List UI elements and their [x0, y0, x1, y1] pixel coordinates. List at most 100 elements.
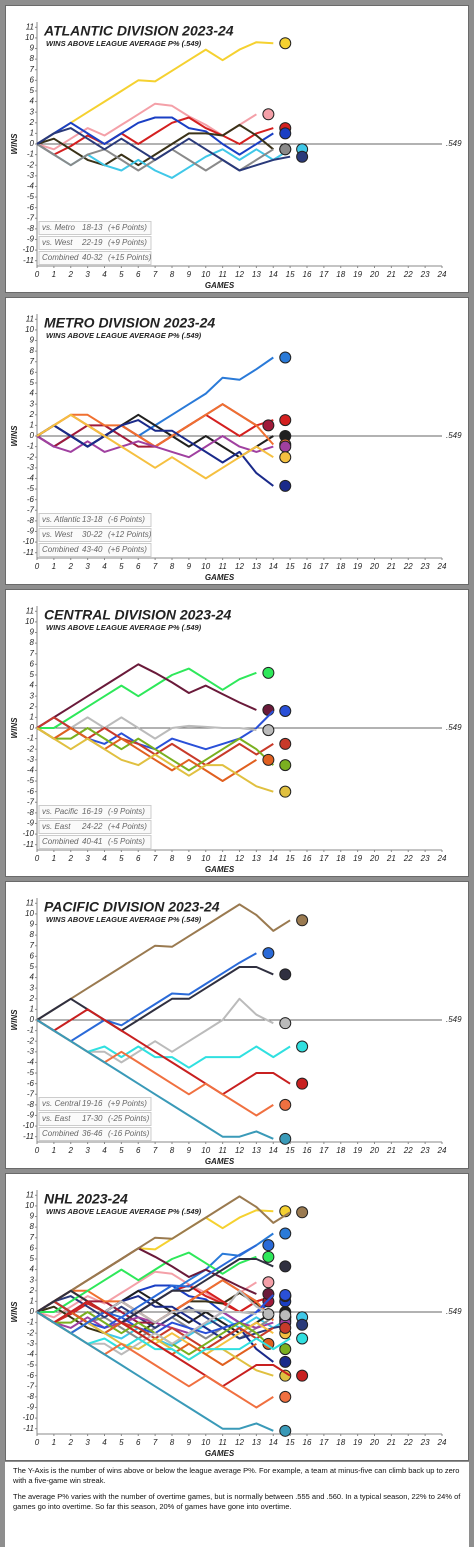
team-line	[36, 1300, 291, 1388]
y-tick-label: 11	[26, 606, 34, 615]
x-tick-label: 11	[218, 270, 226, 279]
x-tick-label: 4	[102, 1146, 107, 1155]
chart-title: METRO DIVISION 2023-24	[44, 315, 215, 331]
team-logo	[279, 440, 292, 453]
x-tick-label: 21	[386, 1438, 396, 1447]
y-tick-label: 6	[30, 75, 35, 84]
y-tick-label: 0	[30, 431, 35, 440]
x-tick-label: 16	[303, 270, 312, 279]
reference-label: .549	[446, 723, 462, 732]
y-tick-label: -5	[27, 776, 35, 785]
x-tick-label: 17	[319, 854, 328, 863]
x-tick-label: 24	[437, 270, 447, 279]
team-logo	[296, 1332, 309, 1345]
x-tick-label: 24	[437, 1438, 447, 1447]
chart-panel: -11 -10 -9 -8 -7 -6 -5 -4 -3 -2 -1 0 1 2 3 4 5 6 7 8 9 10 11 0 1…	[5, 881, 469, 1169]
record-label: vs. West	[42, 238, 73, 247]
x-tick-label: 22	[403, 1438, 413, 1447]
y-tick-label: -8	[27, 808, 35, 817]
y-tick-label: -8	[27, 1392, 35, 1401]
x-tick-label: 3	[85, 270, 90, 279]
y-axis-label: WINS	[10, 1301, 19, 1323]
y-tick-label: -4	[27, 182, 35, 191]
record-row	[38, 528, 152, 542]
y-tick-label: 9	[30, 1212, 35, 1221]
y-tick-label: 5	[30, 1254, 35, 1263]
y-tick-label: -5	[27, 484, 35, 493]
team-line	[36, 1311, 274, 1432]
team-line	[36, 1300, 274, 1351]
x-tick-label: 13	[252, 1438, 261, 1447]
x-tick-label: 10	[201, 854, 210, 863]
x-tick-label: 12	[235, 1438, 244, 1447]
x-tick-label: 13	[252, 854, 261, 863]
y-tick-label: 4	[30, 681, 35, 690]
x-tick-label: 1	[52, 854, 56, 863]
x-tick-label: 10	[201, 270, 210, 279]
y-tick-label: 1	[30, 1297, 34, 1306]
record-label: vs. Central	[42, 1099, 80, 1108]
x-tick-label: 16	[303, 1438, 312, 1447]
y-tick-label: -8	[27, 1100, 35, 1109]
record-row	[38, 221, 152, 235]
x-tick-label: 21	[386, 562, 396, 571]
team-logo	[279, 451, 292, 464]
y-tick-label: 10	[25, 617, 34, 626]
team-logo	[279, 737, 292, 750]
y-tick-label: 4	[30, 1265, 35, 1274]
x-tick-label: 4	[102, 562, 107, 571]
team-logo	[279, 1390, 292, 1403]
record-points: (-16 Points)	[108, 1129, 150, 1138]
y-tick-label: -10	[22, 829, 34, 838]
y-tick-label: -1	[27, 442, 34, 451]
y-axis-label: WINS	[10, 133, 19, 155]
team-line	[36, 663, 257, 729]
x-tick-label: 8	[170, 1146, 175, 1155]
y-tick-label: -9	[27, 819, 35, 828]
chart-title: ATLANTIC DIVISION 2023-24	[43, 23, 234, 39]
y-tick-label: -9	[27, 1403, 35, 1412]
x-tick-label: 22	[403, 854, 413, 863]
y-tick-label: -4	[27, 1058, 35, 1067]
x-axis-label: GAMES	[205, 1449, 235, 1458]
chart-subtitle: WINS ABOVE LEAGUE AVERAGE P% (.549)	[46, 39, 202, 48]
y-tick-label: 0	[30, 1307, 35, 1316]
y-tick-label: 8	[30, 638, 35, 647]
chart-panel: -11 -10 -9 -8 -7 -6 -5 -4 -3 -2 -1 0 1 2 3 4 5 6 7 8 9 10 11 0 1…	[5, 297, 469, 585]
x-tick-label: 5	[119, 562, 124, 571]
y-tick-label: -5	[27, 192, 35, 201]
chart-panel: -11 -10 -9 -8 -7 -6 -5 -4 -3 -2 -1 0 1 2 3 4 5 6 7 8 9 10 11 0 1…	[5, 5, 469, 293]
team-logo	[279, 1343, 292, 1356]
x-axis-label: GAMES	[205, 1157, 235, 1166]
x-tick-label: 18	[336, 1146, 345, 1155]
record-points: (+9 Points)	[108, 1099, 147, 1108]
y-tick-label: 5	[30, 378, 35, 387]
team-logo	[279, 1309, 292, 1322]
record-label: Combined	[42, 837, 79, 846]
x-tick-label: 14	[269, 854, 278, 863]
chart-subtitle: WINS ABOVE LEAGUE AVERAGE P% (.549)	[46, 1207, 202, 1216]
y-tick-label: -2	[27, 452, 35, 461]
y-tick-label: 3	[30, 107, 35, 116]
y-tick-label: -2	[27, 1036, 35, 1045]
record-points: (+9 Points)	[108, 238, 147, 247]
y-tick-label: -9	[27, 527, 35, 536]
x-tick-label: 19	[353, 562, 362, 571]
record-points: (-25 Points)	[108, 1114, 150, 1123]
y-tick-label: 10	[25, 33, 34, 42]
x-tick-label: 17	[319, 1438, 328, 1447]
team-line	[36, 356, 274, 448]
y-tick-label: -6	[27, 495, 35, 504]
x-axis-label: GAMES	[205, 865, 235, 874]
record-label: vs. Pacific	[42, 807, 78, 816]
team-logo	[279, 1355, 292, 1368]
y-tick-label: 10	[25, 1201, 34, 1210]
x-tick-label: 15	[286, 1146, 295, 1155]
y-axis-label: WINS	[10, 1009, 19, 1031]
record-label: Combined	[42, 253, 79, 262]
x-tick-label: 6	[136, 854, 141, 863]
x-tick-label: 18	[336, 1438, 345, 1447]
y-tick-label: 7	[30, 1233, 35, 1242]
x-tick-label: 5	[119, 1146, 124, 1155]
